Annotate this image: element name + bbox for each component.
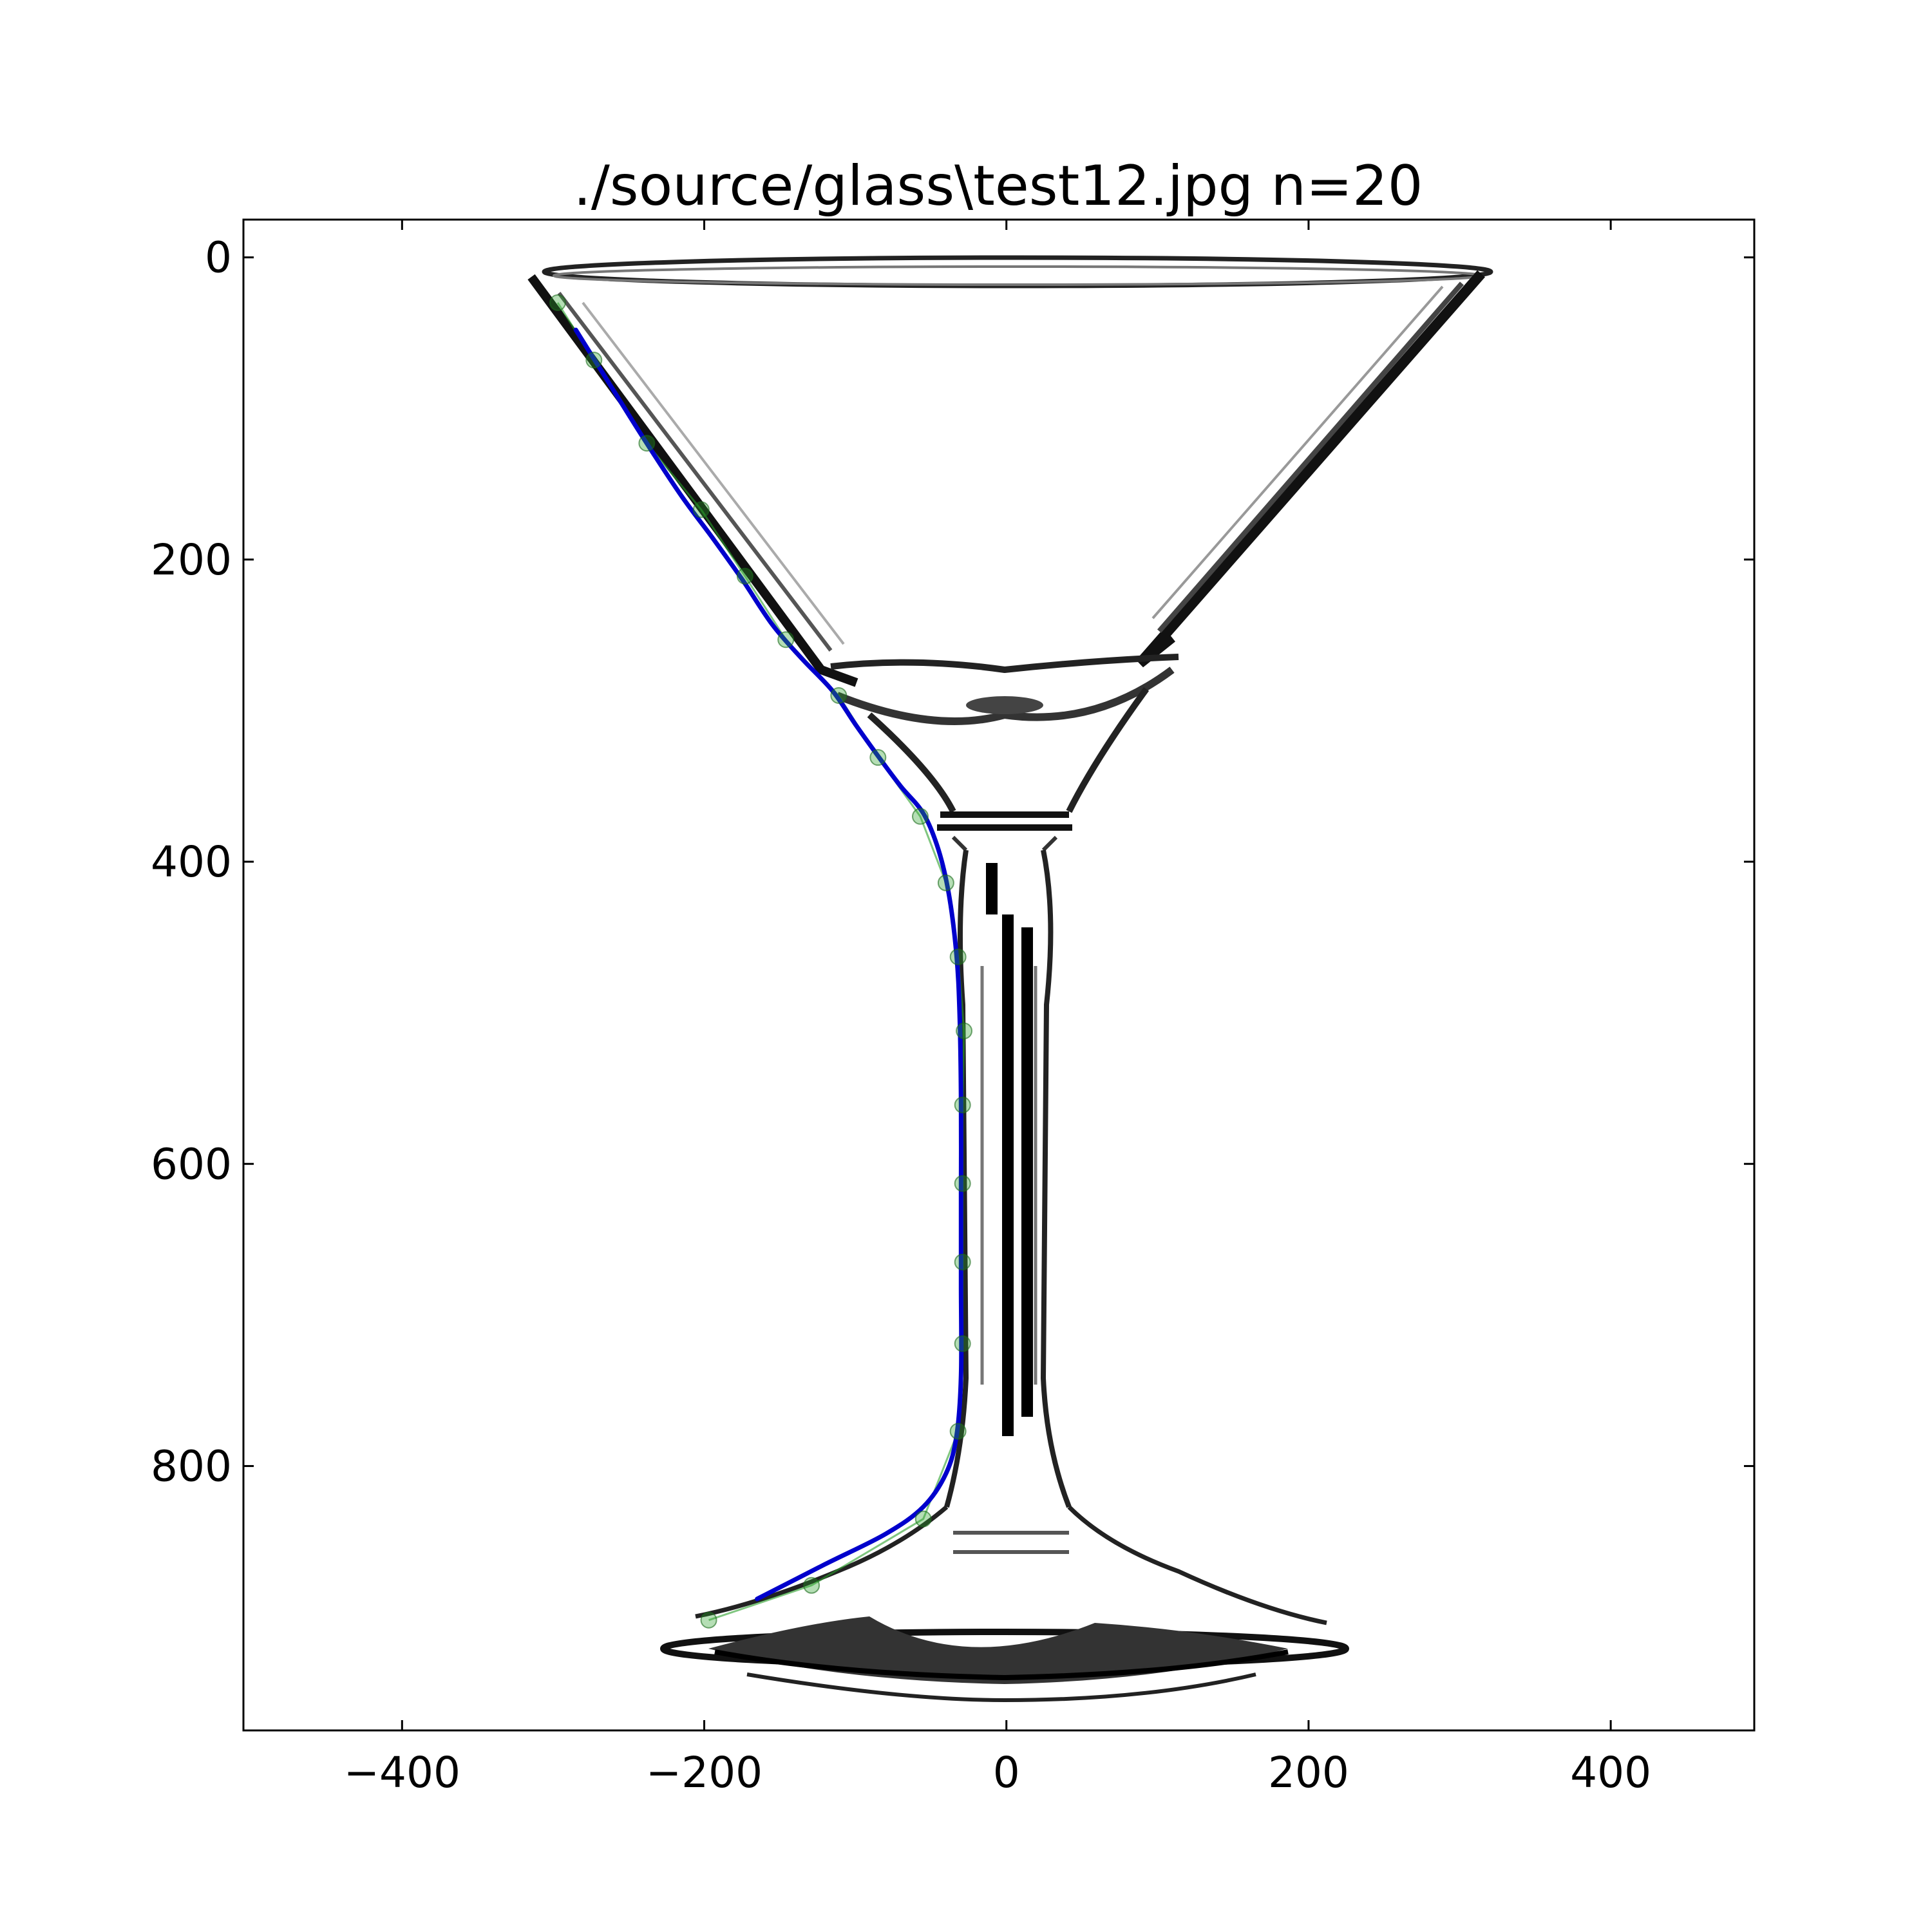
x-axis: −400 −200 0 200 400: [344, 220, 1651, 1797]
control-point-marker: [914, 1510, 932, 1528]
y-tick-label: 0: [205, 233, 232, 283]
control-point-marker: [638, 435, 656, 452]
control-point-marker: [803, 1577, 820, 1594]
control-point-marker: [954, 1253, 971, 1271]
control-point-marker: [937, 874, 954, 891]
data-layer: [549, 294, 973, 1629]
x-tick-label: −400: [344, 1748, 460, 1797]
y-tick-label: 200: [151, 535, 232, 585]
y-tick-label: 400: [151, 837, 232, 887]
control-point-marker: [954, 1175, 971, 1192]
control-point-marker: [949, 1423, 967, 1440]
plot-frame: [242, 218, 1756, 1732]
control-point-marker: [949, 948, 967, 965]
x-tick-label: 200: [1268, 1748, 1349, 1797]
x-tick-label: 400: [1570, 1748, 1651, 1797]
y-tick-label: 600: [151, 1139, 232, 1189]
control-point-marker: [585, 352, 603, 369]
control-point-marker: [912, 808, 929, 825]
control-point-marker: [830, 687, 848, 704]
control-point-marker: [869, 749, 887, 766]
control-point-marker: [692, 501, 710, 518]
control-points: [549, 294, 973, 1629]
glass-photo: [243, 220, 1754, 1730]
x-tick-label: −200: [646, 1748, 762, 1797]
control-point-marker: [954, 1335, 971, 1352]
y-tick-label: 800: [151, 1441, 232, 1491]
x-tick-label: 0: [993, 1748, 1020, 1797]
y-axis: 0 200 400 600 800: [151, 233, 1754, 1491]
control-point-marker: [549, 294, 566, 312]
fitted-curve-line: [573, 327, 964, 1602]
control-point-marker: [956, 1022, 973, 1039]
chart-title: ./source/glass\test12.jpg n=20: [574, 154, 1423, 218]
control-point-marker: [954, 1096, 971, 1113]
control-point-marker: [777, 631, 795, 649]
control-point-marker: [736, 567, 753, 585]
control-point-marker: [700, 1611, 717, 1629]
